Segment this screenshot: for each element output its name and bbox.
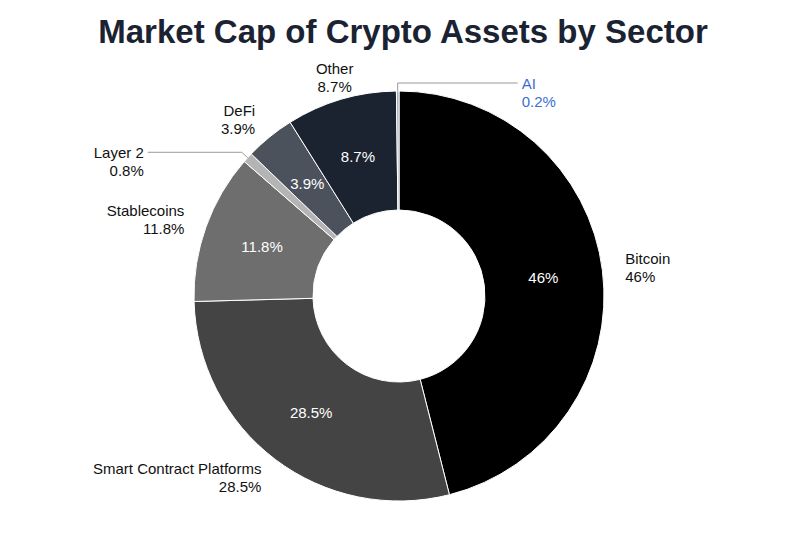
svg-text:AI: AI — [522, 75, 536, 92]
svg-text:8.7%: 8.7% — [318, 78, 352, 95]
svg-text:Smart Contract Platforms: Smart Contract Platforms — [93, 460, 261, 477]
svg-text:Other: Other — [316, 60, 354, 77]
svg-text:46%: 46% — [528, 269, 558, 286]
svg-text:3.9%: 3.9% — [290, 175, 324, 192]
svg-text:8.7%: 8.7% — [341, 148, 375, 165]
svg-text:Layer 2: Layer 2 — [94, 144, 144, 161]
svg-text:11.8%: 11.8% — [241, 238, 282, 255]
svg-text:DeFi: DeFi — [224, 102, 256, 119]
svg-text:Stablecoins: Stablecoins — [107, 202, 185, 219]
svg-text:28.5%: 28.5% — [219, 478, 262, 495]
svg-text:46%: 46% — [625, 268, 655, 285]
svg-text:11.8%: 11.8% — [143, 220, 184, 237]
svg-text:3.9%: 3.9% — [221, 120, 255, 137]
svg-text:Bitcoin: Bitcoin — [625, 250, 670, 267]
svg-text:28.5%: 28.5% — [290, 404, 333, 421]
html-text:Market Cap of Crypto Assets by: Market Cap of Crypto Assets by Sector — [98, 13, 708, 50]
svg-text:0.8%: 0.8% — [110, 162, 144, 179]
svg-text:0.2%: 0.2% — [522, 93, 556, 110]
